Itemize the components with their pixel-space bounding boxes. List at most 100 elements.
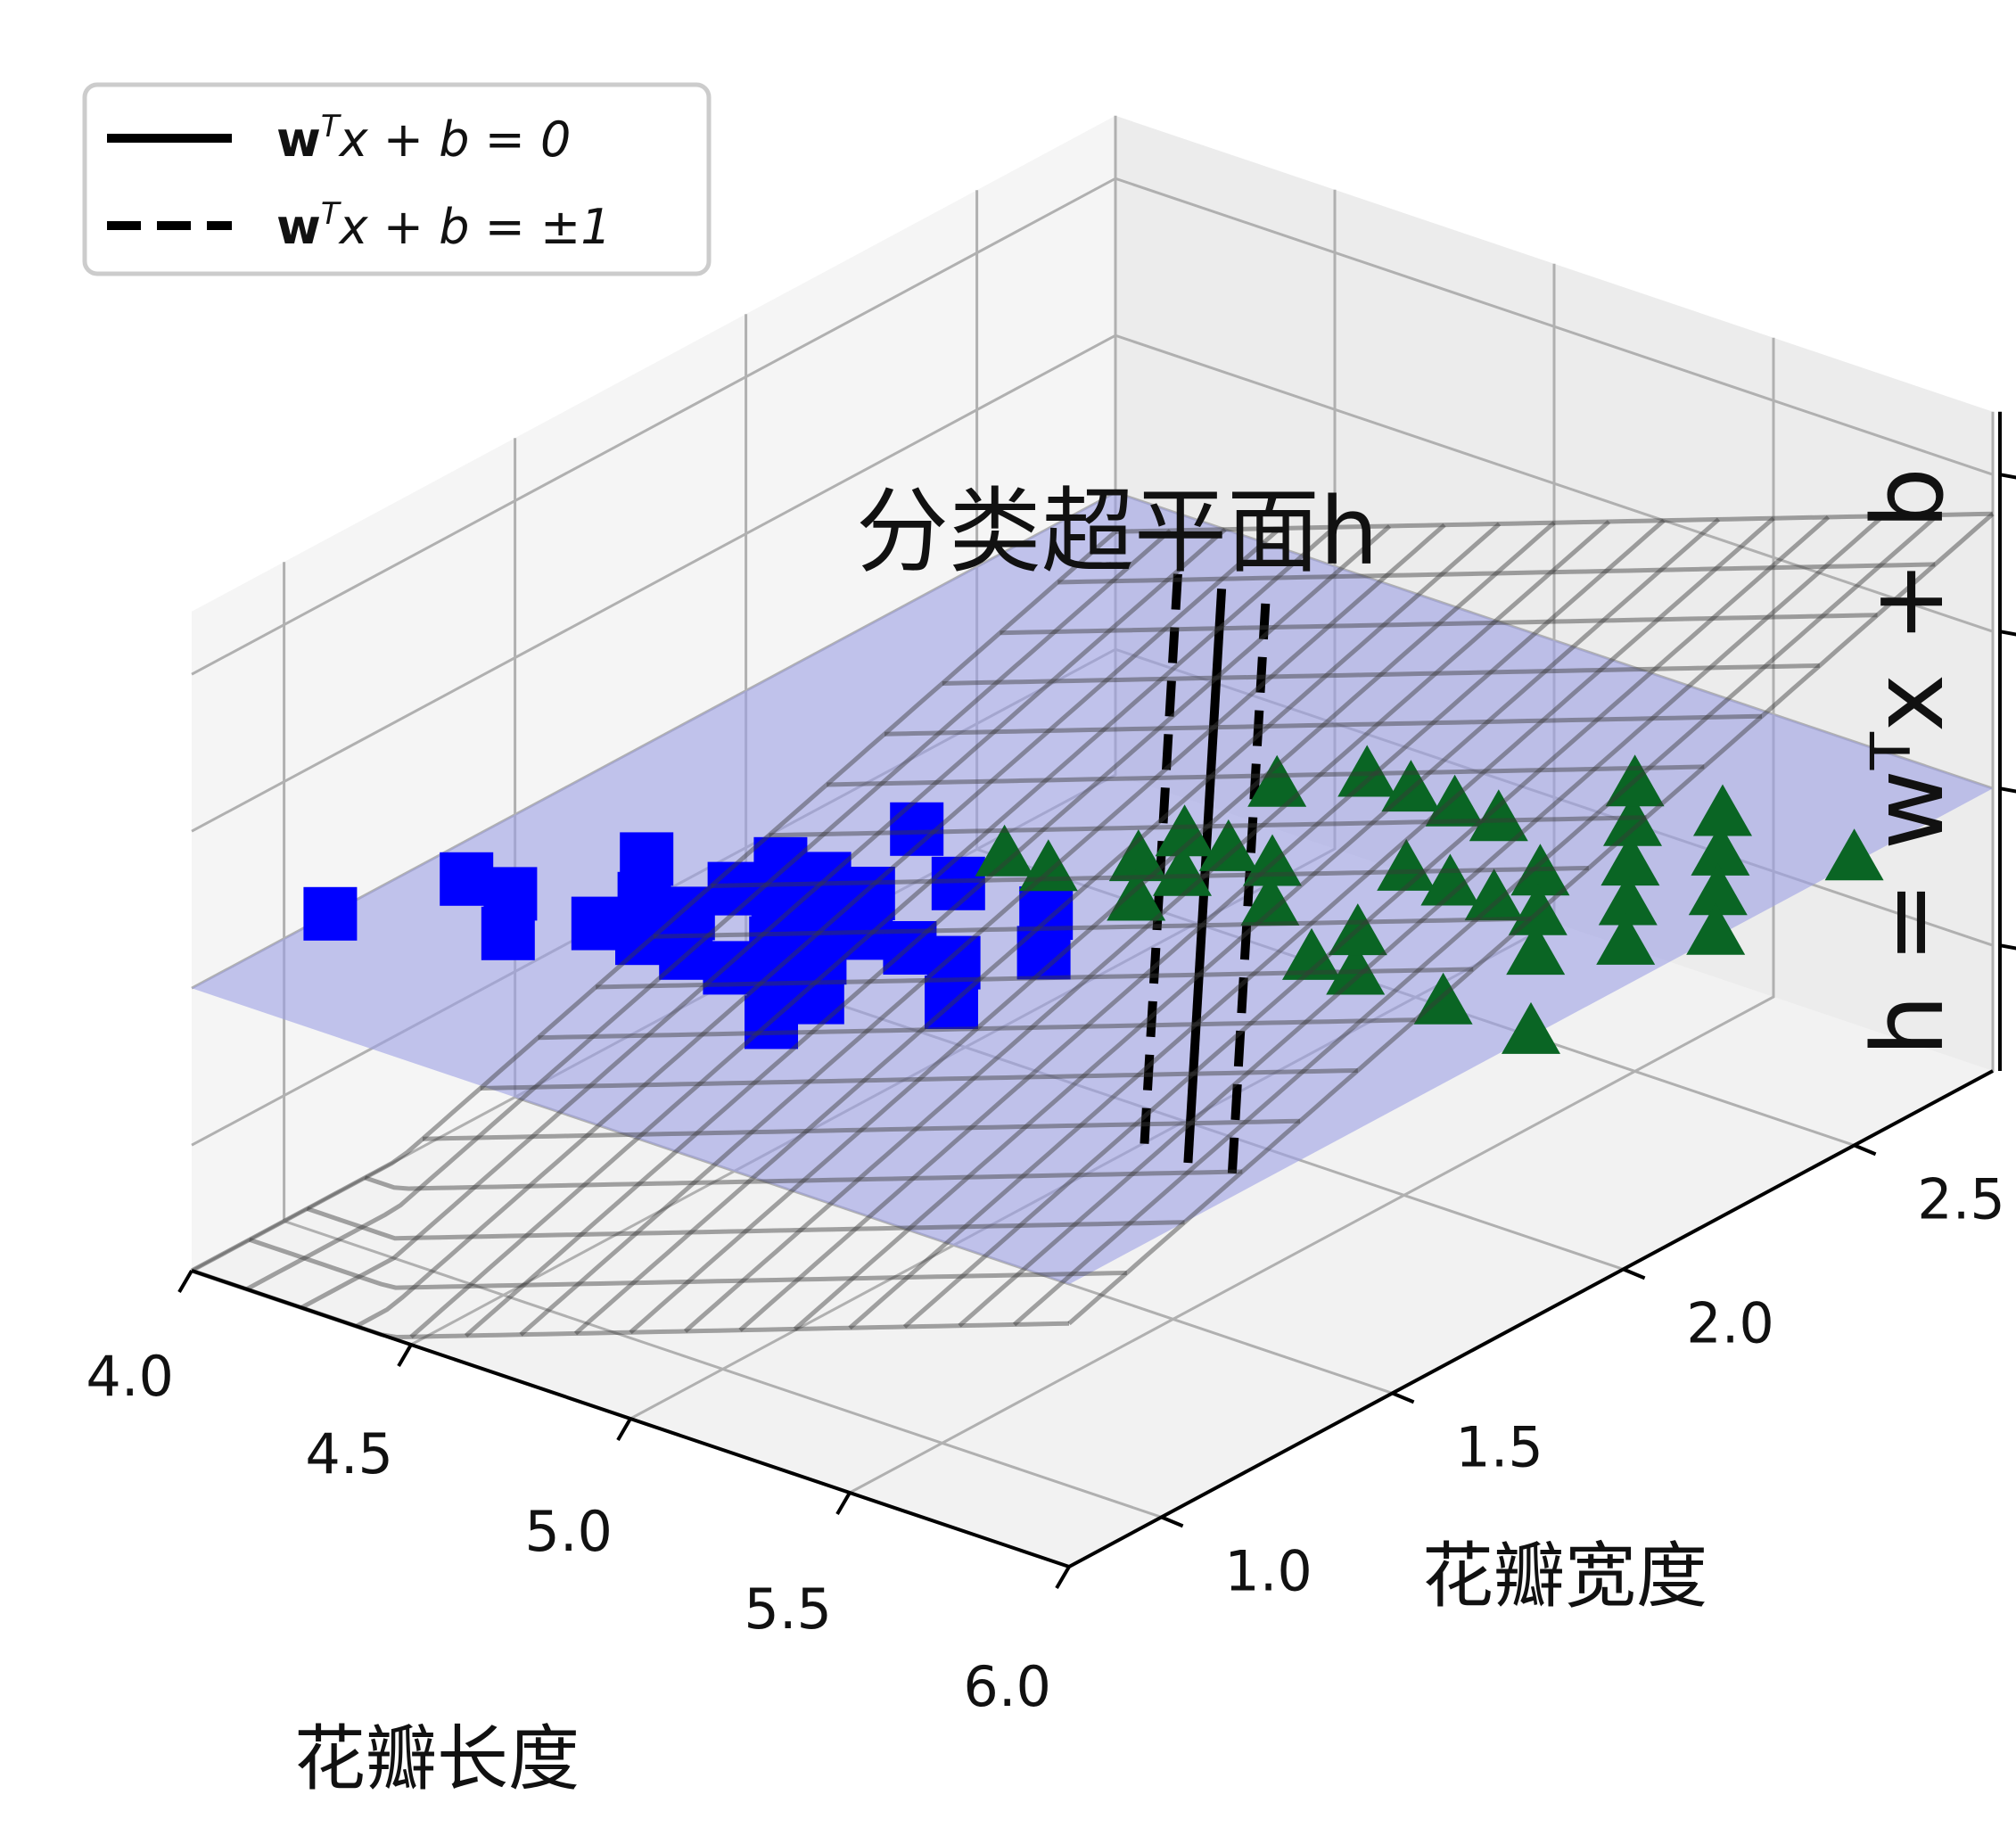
class1-triangle-point	[1198, 819, 1258, 871]
class1-triangle-point	[1282, 927, 1341, 980]
margin-line	[1227, 603, 1271, 1178]
surface-line-y	[827, 764, 1705, 787]
legend-box	[82, 82, 712, 276]
class1-triangle-point	[1693, 784, 1752, 836]
legend-entry-solid: wTx + b = 0	[276, 109, 571, 168]
surface-line-x	[573, 522, 1502, 1336]
margin-line	[1140, 573, 1182, 1149]
surface-line-y	[596, 967, 1474, 990]
boundary-line	[1183, 589, 1227, 1164]
surface-annotation: 分类超平面h	[856, 477, 1378, 586]
x-tick-label: 6.0	[963, 1654, 1051, 1719]
surface-line-y	[769, 815, 1647, 838]
z-tick	[1999, 943, 2016, 951]
x-tick	[177, 1269, 193, 1294]
surface-line-x	[793, 517, 1721, 1331]
class1-triangle-point	[1688, 863, 1748, 916]
plane-z0	[192, 492, 1993, 1285]
class1-triangle-point	[1018, 839, 1078, 892]
z-axis-label: h = wᵀx + b	[1851, 467, 1965, 1057]
surface-line-y	[711, 866, 1589, 888]
class1-triangle-point	[1243, 834, 1302, 886]
class1-triangle-point	[1506, 923, 1566, 976]
class0-square-point	[481, 906, 535, 960]
class1-triangle-point	[1413, 972, 1473, 1025]
surface-line-y	[538, 1017, 1416, 1041]
y-axis-label: 花瓣宽度	[1422, 1535, 1707, 1618]
class0-square-point	[925, 976, 978, 1029]
y-tick	[1160, 1515, 1184, 1528]
surface-line-x	[738, 518, 1666, 1332]
class1-triangle-point	[1510, 844, 1570, 896]
class1-triangle-point	[1108, 829, 1168, 882]
surface-line-y	[364, 1169, 1243, 1191]
x-tick-label: 5.0	[524, 1499, 613, 1564]
class1-triangle-point	[1107, 869, 1166, 921]
surface-line-y	[942, 663, 1820, 686]
class1-triangle-point	[1600, 834, 1660, 886]
surface-line-x	[519, 523, 1446, 1337]
class1-triangle-point	[1596, 912, 1656, 965]
z-tick	[1999, 786, 2016, 794]
y-tick	[1622, 1267, 1646, 1280]
class1-triangle-point	[1377, 838, 1436, 891]
class1-triangle-point	[1603, 794, 1662, 846]
surface-line-y	[249, 1237, 1127, 1290]
surface-line-x	[190, 530, 1117, 1273]
class0-square-point	[753, 836, 808, 891]
y-tick-label: 2.5	[1917, 1166, 2005, 1231]
y-tick	[1853, 1143, 1877, 1157]
class0-square-point	[790, 970, 844, 1025]
surface-line-y	[306, 1206, 1185, 1241]
class1-triangle-point	[1153, 844, 1212, 896]
legend-entry-dashed: wTx + b = ±1	[276, 196, 612, 255]
class1-triangle-point	[1247, 754, 1307, 807]
class1-triangle-point	[1328, 903, 1387, 956]
class1-triangle-point	[1420, 853, 1480, 906]
class1-triangle-point	[1502, 1001, 1560, 1054]
surface-line-y	[1000, 613, 1878, 636]
surface-line-x	[355, 526, 1282, 1329]
class1-triangle-point	[1605, 754, 1665, 807]
surface-line-x	[464, 524, 1392, 1338]
y-tick-label: 1.5	[1455, 1414, 1543, 1479]
y-tick	[1391, 1391, 1415, 1404]
y-tick-label: 1.0	[1224, 1538, 1312, 1603]
surface-line-y	[884, 713, 1763, 737]
y-tick-label: 2.0	[1686, 1290, 1774, 1355]
surface-line-x	[683, 520, 1611, 1333]
surface-line-y	[653, 916, 1532, 939]
class0-square-point	[931, 856, 985, 910]
surface-line-x	[848, 516, 1775, 1330]
x-axis-label: 花瓣长度	[294, 1717, 580, 1800]
x-tick	[397, 1343, 413, 1368]
surface-line-y	[1115, 511, 1994, 534]
x-tick	[835, 1491, 852, 1516]
class1-triangle-point	[1381, 760, 1441, 812]
class1-triangle-point	[1425, 774, 1485, 827]
surface-line-x	[629, 521, 1556, 1335]
class0-square-point	[1016, 926, 1071, 980]
surface-line-y	[1057, 562, 1936, 585]
class1-triangle-point	[1464, 869, 1524, 921]
data-points	[303, 745, 1884, 1054]
class1-triangle-point	[1508, 883, 1568, 935]
class1-triangle-point	[1337, 745, 1397, 797]
x-tick	[616, 1417, 632, 1442]
class1-triangle-point	[1598, 873, 1658, 926]
surface-line-x	[1012, 513, 1940, 1327]
axis-lines-and-ticks: 4.04.55.05.56.01.01.52.02.51050−5	[86, 411, 2016, 1719]
surface-line-y	[422, 1118, 1301, 1141]
class1-triangle-point	[1326, 943, 1386, 995]
class1-triangle-point	[1469, 789, 1528, 842]
class1-triangle-point	[1686, 902, 1746, 955]
x-tick-label: 4.5	[305, 1421, 393, 1486]
grid-line-z	[191, 333, 1994, 833]
surface-line-x	[300, 527, 1227, 1310]
y-axis-line	[1068, 1069, 1994, 1568]
x-tick	[1055, 1565, 1071, 1590]
class1-triangle-point	[1240, 873, 1300, 926]
surface-line-x	[958, 514, 1885, 1328]
surface-line-x	[409, 525, 1337, 1339]
